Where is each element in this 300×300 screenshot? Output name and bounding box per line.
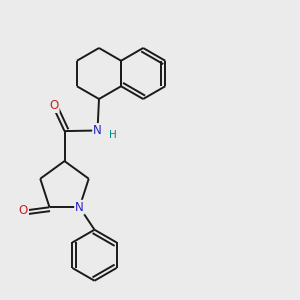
Text: N: N bbox=[75, 201, 84, 214]
Text: N: N bbox=[93, 124, 102, 137]
Text: O: O bbox=[19, 204, 28, 217]
Text: H: H bbox=[109, 130, 117, 140]
Text: O: O bbox=[50, 99, 58, 112]
